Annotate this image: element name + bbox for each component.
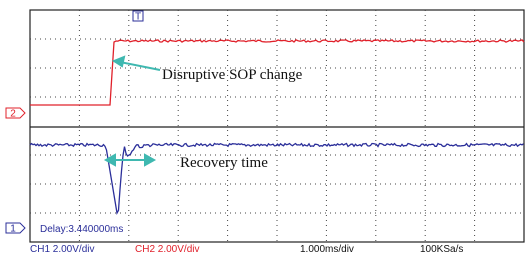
ch1-marker-label: 1 — [10, 224, 16, 235]
delay-readout: Delay:3.440000ms — [40, 224, 123, 235]
trigger-label: T — [135, 12, 141, 23]
background — [0, 0, 525, 256]
ch2-marker-label: 2 — [10, 109, 16, 120]
timebase: 1.000ms/div — [300, 244, 354, 255]
annotation-sop: Disruptive SOP change — [162, 67, 303, 83]
ch1-scale: CH1 2.00V/div — [30, 244, 94, 255]
oscilloscope-screen: T 2 1 Disruptive SOP change Recovery tim… — [0, 0, 525, 256]
sample-rate: 100KSa/s — [420, 244, 463, 255]
ch2-scale: CH2 2.00V/div — [135, 244, 199, 255]
annotation-recovery: Recovery time — [180, 155, 268, 171]
